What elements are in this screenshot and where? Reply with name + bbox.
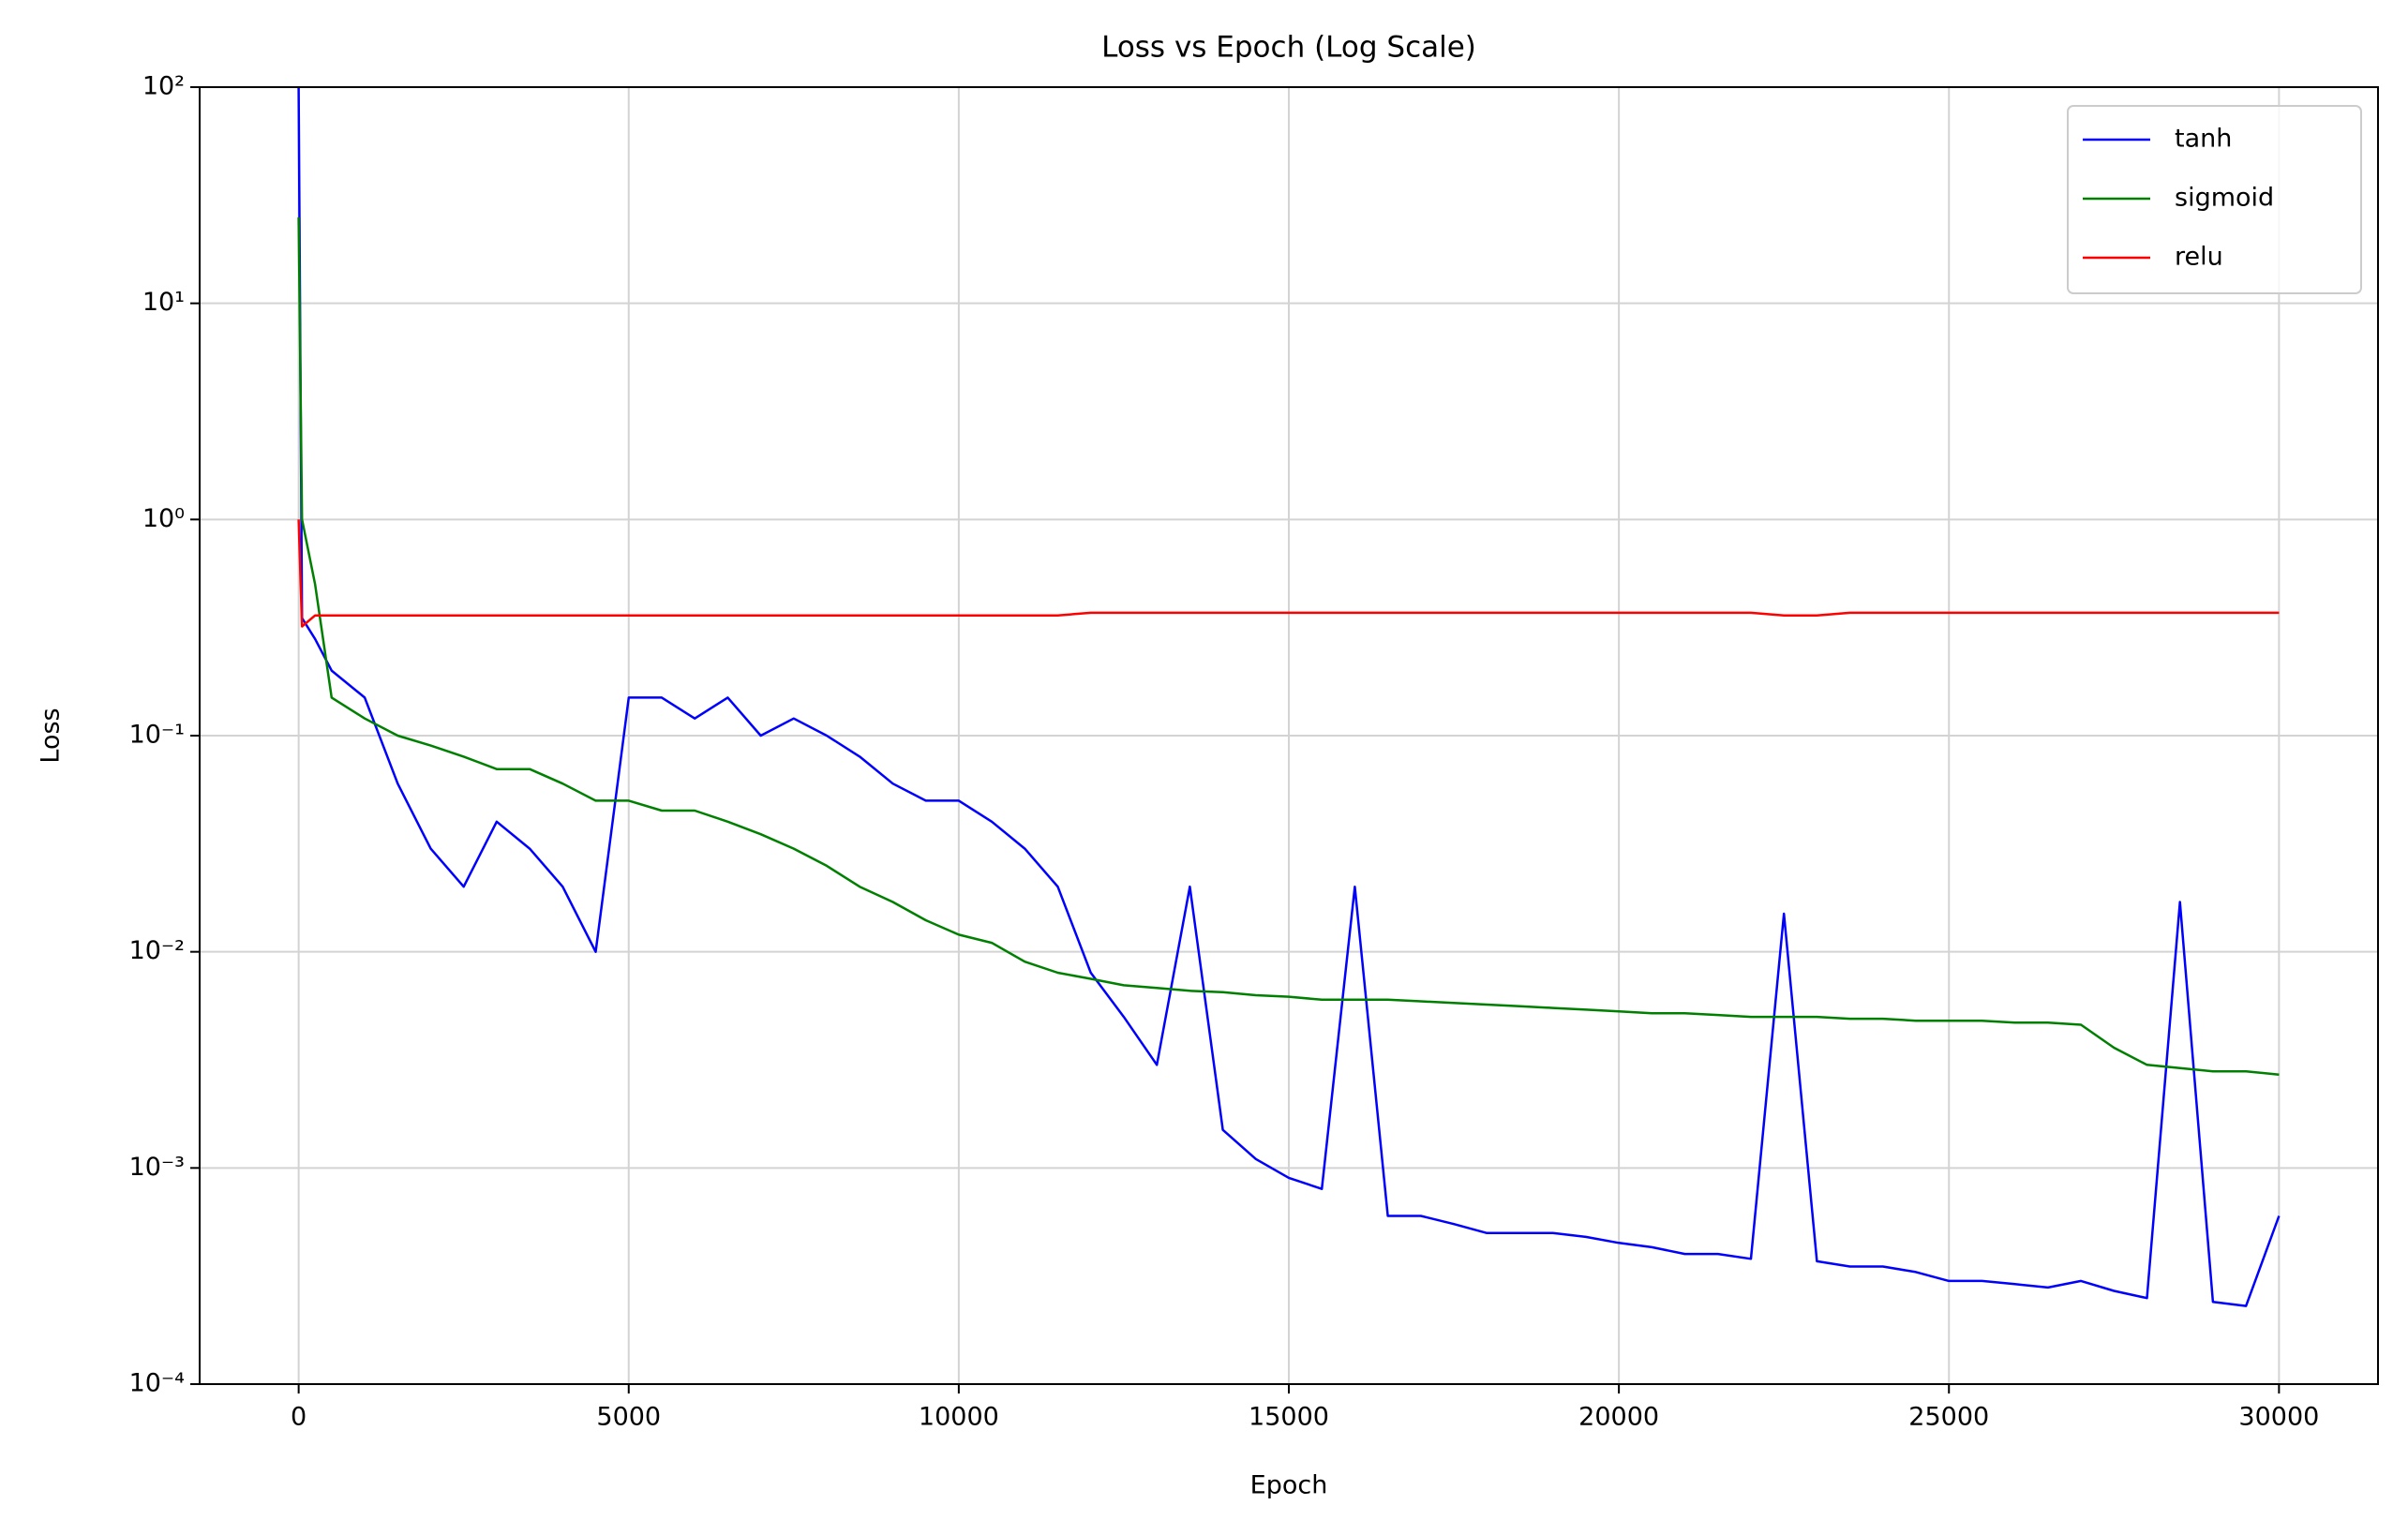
x-tick-label: 10000 [919, 1403, 999, 1432]
x-tick-label: 20000 [1578, 1403, 1659, 1432]
y-tick-label: 10¹ [142, 288, 185, 317]
x-tick-label: 25000 [1908, 1403, 1989, 1432]
x-tick-label: 5000 [596, 1403, 661, 1432]
chart-title: Loss vs Epoch (Log Scale) [1101, 31, 1476, 65]
y-axis-label: Loss [37, 708, 66, 763]
series-line [297, 216, 2280, 1077]
legend-label: tanh [2175, 125, 2232, 154]
series-line [297, 519, 2280, 628]
plot-frame [199, 86, 2379, 1385]
x-tick-label: 15000 [1249, 1403, 1329, 1432]
y-tick-label: 10⁰ [142, 504, 185, 533]
legend-box [2067, 105, 2362, 294]
legend-label: relu [2175, 243, 2223, 272]
x-tick-label: 0 [291, 1403, 307, 1432]
series-line [297, 87, 2281, 1307]
legend-label: sigmoid [2175, 184, 2274, 213]
y-tick-label: 10⁻¹ [129, 721, 185, 750]
y-tick-label: 10⁻² [129, 936, 185, 965]
x-tick-label: 30000 [2238, 1403, 2319, 1432]
y-tick-label: 10⁻³ [129, 1153, 185, 1182]
legend: tanh sigmoid relu [2067, 105, 2362, 294]
x-axis-label: Epoch [1250, 1471, 1328, 1500]
y-tick-label: 10² [142, 72, 185, 101]
y-tick-label: 10⁻⁴ [129, 1369, 185, 1398]
